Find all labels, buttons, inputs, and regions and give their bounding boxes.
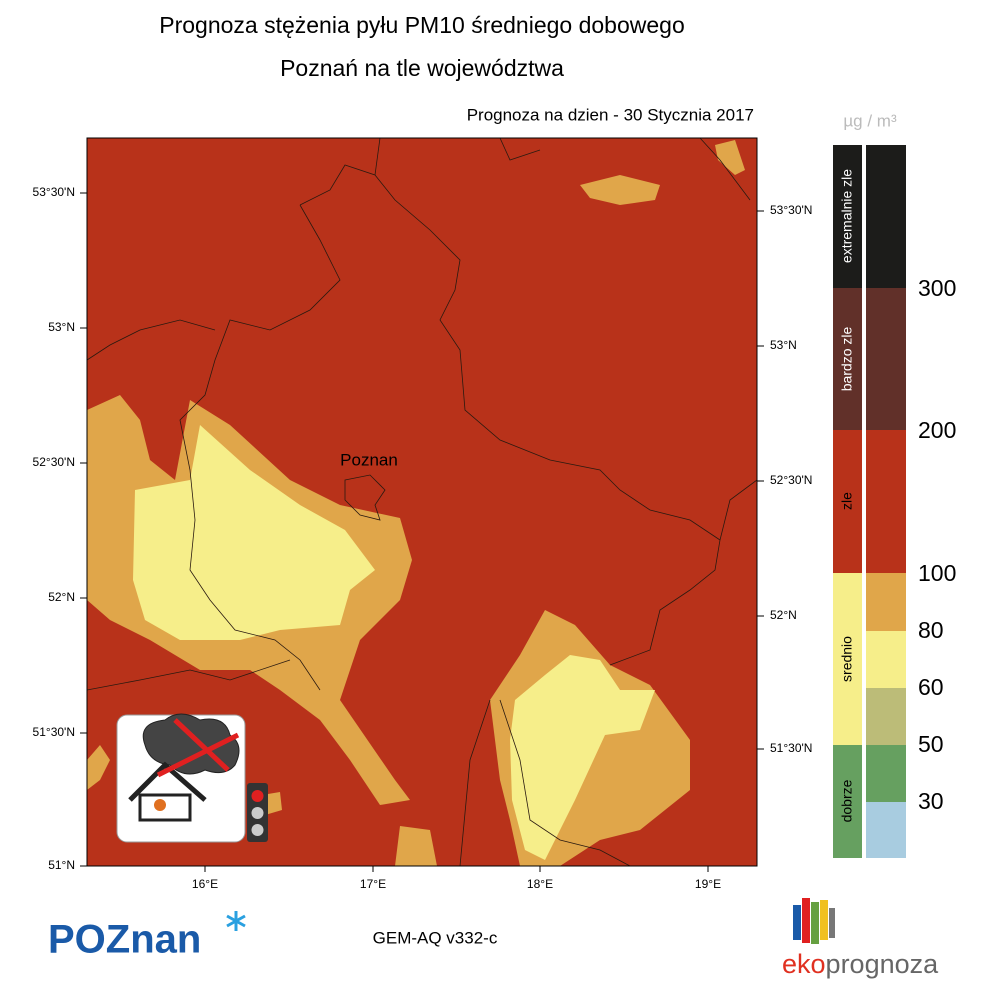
legend-threshold: 200 <box>918 417 956 443</box>
legend-category: zle <box>839 492 855 510</box>
lat-label-right: 52°N <box>770 608 797 622</box>
title: Prognoza stężenia pyłu PM10 średniego do… <box>159 12 685 38</box>
legend-category: srednio <box>839 636 855 682</box>
model-label: GEM-AQ v332-c <box>373 928 498 947</box>
legend-category: dobrze <box>839 779 855 822</box>
legend-threshold: 300 <box>918 275 956 301</box>
lat-label-right: 53°N <box>770 338 797 352</box>
poznan-logo: POZnan <box>48 918 201 962</box>
legend-category: bardzo zle <box>839 326 855 391</box>
footer: POZnan GEM-AQ v332-c ekoprognoza <box>48 898 939 979</box>
unit-label: µg / m³ <box>843 111 897 130</box>
warning-icon <box>116 713 268 843</box>
brand: ekoprognoza <box>782 949 939 979</box>
lon-label: 18°E <box>527 877 553 891</box>
city-label: Poznan <box>340 450 398 469</box>
legend: µg / m³ <box>833 111 906 858</box>
legend-threshold: 80 <box>918 617 944 643</box>
lat-label-left: 53°N <box>48 320 75 334</box>
lat-label-left: 52°N <box>48 590 75 604</box>
subtitle: Poznań na tle województwa <box>280 55 564 81</box>
lat-label-left: 52°30'N <box>33 455 75 469</box>
lat-label-right: 52°30'N <box>770 473 812 487</box>
legend-category: extremalnie zle <box>839 169 855 263</box>
lat-label-right: 53°30'N <box>770 203 812 217</box>
legend-threshold: 60 <box>918 674 944 700</box>
lon-label: 16°E <box>192 877 218 891</box>
lon-label: 19°E <box>695 877 721 891</box>
legend-threshold: 100 <box>918 560 956 586</box>
brand-eko: eko <box>782 949 826 979</box>
lon-label: 17°E <box>360 877 386 891</box>
lat-label-right: 51°30'N <box>770 741 812 755</box>
lat-label-left: 53°30'N <box>33 185 75 199</box>
legend-threshold: 50 <box>918 731 944 757</box>
lat-label-left: 51°30'N <box>33 725 75 739</box>
forecast-date: Prognoza na dzien - 30 Stycznia 2017 <box>467 105 754 124</box>
lat-label-left: 51°N <box>48 858 75 872</box>
brand-prognoza: prognoza <box>826 949 940 979</box>
legend-threshold: 30 <box>918 788 944 814</box>
